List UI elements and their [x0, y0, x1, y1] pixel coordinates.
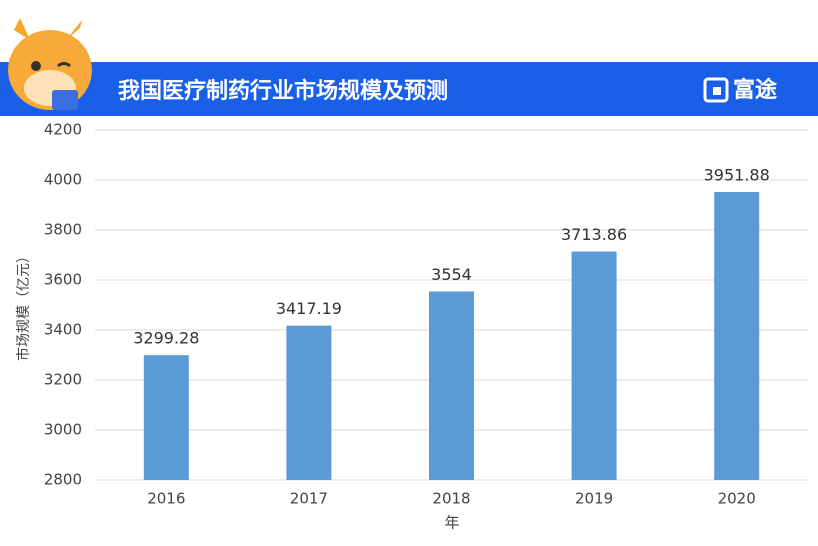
x-tick-label: 2016 [147, 490, 185, 508]
y-tick-label: 3000 [44, 421, 82, 439]
y-tick-label: 3200 [44, 371, 82, 389]
value-label: 3951.88 [704, 166, 770, 185]
y-tick-label: 3600 [44, 271, 82, 289]
y-tick-label: 3800 [44, 221, 82, 239]
value-label: 3299.28 [133, 329, 199, 348]
bar [571, 251, 617, 480]
x-tick-label: 2017 [290, 490, 328, 508]
bar [714, 192, 760, 480]
value-label: 3713.86 [561, 225, 627, 244]
bar [143, 355, 189, 480]
y-axis-label: 市场规模（亿元） [15, 249, 32, 361]
y-tick-label: 4000 [44, 171, 82, 189]
chart-title: 我国医疗制药行业市场规模及预测 [118, 78, 448, 104]
header-banner [0, 62, 818, 116]
x-tick-label: 2018 [432, 490, 470, 508]
value-label: 3554 [431, 265, 472, 284]
brand-name: 富途 [733, 77, 778, 103]
mascot [8, 18, 92, 110]
x-tick-label: 2020 [718, 490, 756, 508]
x-axis-label: 年 [444, 514, 459, 532]
y-tick-label: 2800 [44, 471, 82, 489]
value-label: 3417.19 [276, 299, 342, 318]
x-tick-label: 2019 [575, 490, 613, 508]
bar [429, 291, 474, 480]
y-tick-label: 3400 [44, 321, 82, 339]
brand-logo [703, 77, 729, 103]
y-tick-label: 4200 [44, 121, 82, 139]
bar [286, 325, 332, 480]
